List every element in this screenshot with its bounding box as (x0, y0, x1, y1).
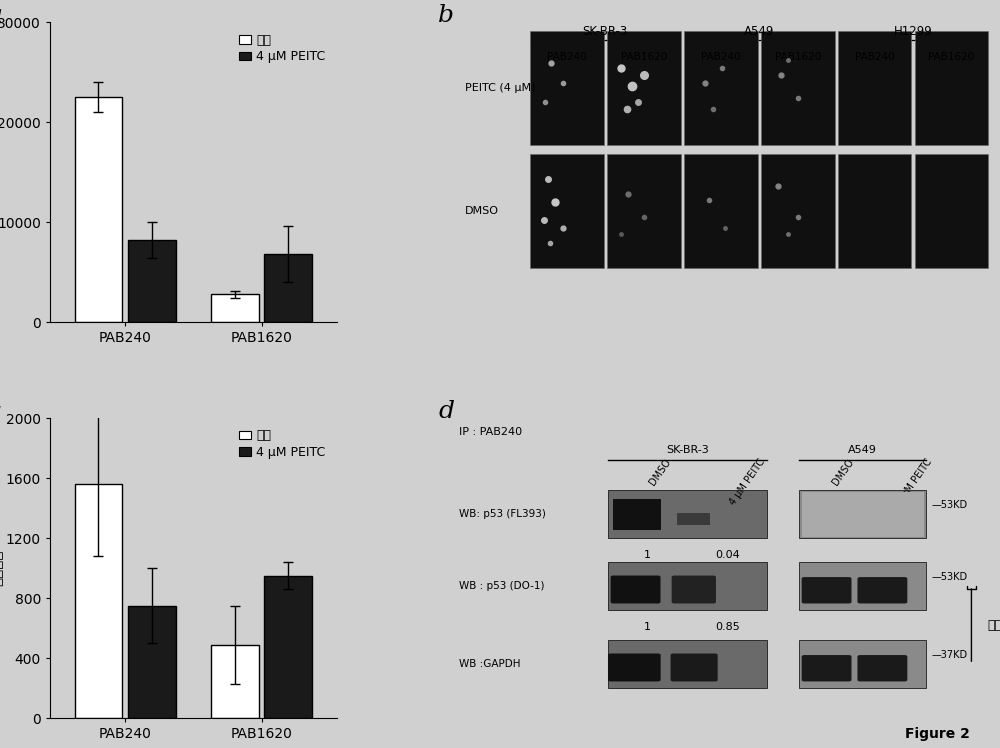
Text: IP : PAB240: IP : PAB240 (459, 427, 523, 438)
Text: A549: A549 (744, 25, 774, 38)
Bar (211, 645, 259, 718)
Text: PAB1620: PAB1620 (775, 52, 821, 62)
Text: WB: p53 (FL393): WB: p53 (FL393) (459, 509, 546, 519)
Text: H1299: H1299 (894, 25, 932, 38)
Text: DMSO: DMSO (831, 457, 856, 488)
Bar (799, 640, 926, 688)
Text: 4 μM PEITC: 4 μM PEITC (894, 457, 934, 507)
Bar (838, 31, 911, 145)
Text: PAB240: PAB240 (547, 52, 587, 62)
Text: PAB1620: PAB1620 (928, 52, 975, 62)
Text: a: a (0, 4, 2, 28)
Legend: 对照, 4 μM PEITC: 对照, 4 μM PEITC (234, 28, 331, 68)
Text: 4 μM PEITC: 4 μM PEITC (727, 457, 767, 507)
FancyBboxPatch shape (857, 577, 907, 604)
Bar (211, 294, 259, 322)
Text: A549: A549 (848, 445, 877, 456)
Bar (128, 606, 176, 718)
Bar (761, 31, 835, 145)
Bar (608, 562, 767, 610)
Bar (684, 154, 758, 269)
Bar (613, 499, 661, 530)
Bar (608, 490, 767, 538)
Text: DMSO: DMSO (648, 457, 673, 488)
Bar (608, 640, 767, 688)
Text: Figure 2: Figure 2 (905, 726, 970, 741)
Text: 0.04: 0.04 (715, 551, 740, 560)
Bar (802, 491, 924, 536)
Text: 1: 1 (644, 622, 651, 632)
Bar (684, 31, 758, 145)
Text: 0.85: 0.85 (715, 622, 740, 632)
Legend: 对照, 4 μM PEITC: 对照, 4 μM PEITC (234, 424, 331, 465)
FancyBboxPatch shape (857, 655, 907, 681)
FancyBboxPatch shape (802, 655, 852, 681)
Y-axis label: 任意单位: 任意单位 (0, 550, 3, 586)
Text: —53KD: —53KD (932, 500, 968, 509)
Text: 1: 1 (644, 551, 651, 560)
Text: DMSO: DMSO (465, 206, 499, 216)
Text: PEITC (4 μM): PEITC (4 μM) (465, 84, 535, 94)
Text: d: d (438, 400, 454, 423)
Text: b: b (438, 4, 454, 28)
Text: —53KD: —53KD (932, 571, 968, 581)
Bar (75, 97, 122, 322)
FancyBboxPatch shape (672, 575, 716, 604)
Bar (264, 576, 312, 718)
Text: PAB1620: PAB1620 (621, 52, 667, 62)
Text: 裂解物: 裂解物 (987, 619, 1000, 631)
Bar (128, 240, 176, 322)
Bar (915, 154, 988, 269)
Bar (799, 490, 926, 538)
FancyBboxPatch shape (802, 577, 852, 604)
Bar (761, 154, 835, 269)
Bar (75, 484, 122, 718)
Bar (838, 154, 911, 269)
Bar (915, 31, 988, 145)
Bar (530, 154, 604, 269)
Bar (607, 154, 681, 269)
Bar (799, 562, 926, 610)
Text: PAB240: PAB240 (855, 52, 894, 62)
Text: PAB240: PAB240 (701, 52, 741, 62)
Text: WB :GAPDH: WB :GAPDH (459, 659, 521, 669)
Bar (530, 31, 604, 145)
Text: WB : p53 (DO-1): WB : p53 (DO-1) (459, 581, 545, 591)
Text: SK-BR-3: SK-BR-3 (666, 445, 709, 456)
Bar (677, 512, 710, 525)
Text: —37KD: —37KD (932, 649, 968, 660)
FancyBboxPatch shape (611, 575, 661, 604)
Text: SK-BR-3: SK-BR-3 (583, 25, 628, 38)
FancyBboxPatch shape (608, 654, 661, 681)
Bar (264, 254, 312, 322)
Bar (607, 31, 681, 145)
FancyBboxPatch shape (671, 654, 718, 681)
